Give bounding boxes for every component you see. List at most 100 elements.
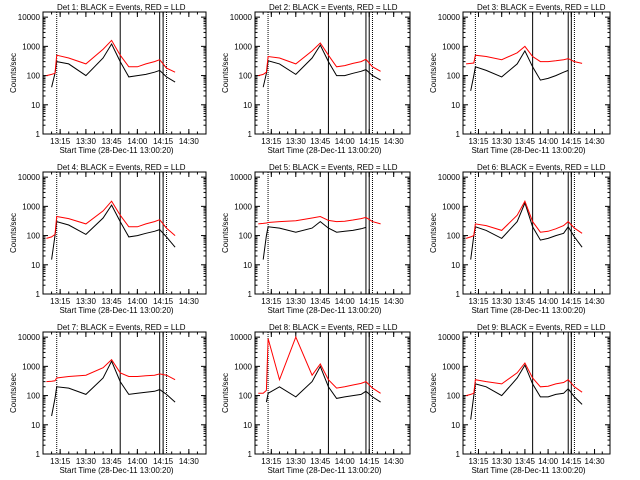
x-tick-label: 14:15	[359, 137, 380, 146]
series-line-lld	[46, 200, 176, 239]
x-tick-label: 14:00	[538, 457, 559, 466]
x-axis-label: Start Time (28-Dec-11 13:00:20)	[471, 146, 585, 155]
x-tick-label: 14:15	[359, 297, 380, 306]
x-tick-label: 13:30	[76, 457, 97, 466]
x-tick-label: 13:30	[492, 457, 513, 466]
x-tick-label: 13:15	[468, 297, 489, 306]
y-tick-label: 10000	[18, 333, 41, 342]
series-line-events	[51, 42, 176, 88]
panel-det-4: Det 4: BLACK = Events, RED = LLD Counts/s…	[9, 163, 207, 315]
y-axis-label: Counts/sec	[221, 53, 230, 93]
y-axis-label: Counts/sec	[221, 213, 230, 253]
series-line-lld	[465, 362, 583, 397]
y-tick-label: 1	[248, 130, 253, 139]
y-tick-label: 10	[451, 421, 460, 430]
y-tick-label: 1000	[22, 362, 40, 371]
plot-title: Det 5: BLACK = Events, RED = LLD	[269, 163, 398, 172]
x-tick-label: 13:45	[102, 297, 123, 306]
y-tick-label: 100	[239, 392, 253, 401]
x-tick-label: 14:00	[127, 457, 148, 466]
y-tick-label: 100	[27, 392, 41, 401]
x-tick-label: 13:45	[310, 297, 331, 306]
x-axis-label: Start Time (28-Dec-11 13:00:20)	[471, 466, 585, 475]
x-tick-label: 13:45	[102, 137, 123, 146]
x-tick-label: 14:30	[384, 457, 405, 466]
x-tick-label: 13:15	[50, 457, 71, 466]
y-tick-label: 10000	[230, 173, 253, 182]
series-line-events	[262, 44, 381, 88]
x-tick-label: 14:15	[153, 297, 174, 306]
y-tick-label: 1000	[22, 42, 40, 51]
x-tick-label: 13:15	[468, 137, 489, 146]
y-tick-label: 100	[447, 232, 461, 241]
panel-det-3: Det 3: BLACK = Events, RED = LLD Counts/s…	[429, 3, 611, 155]
x-axis-label: Start Time (28-Dec-11 13:00:20)	[267, 466, 381, 475]
y-axis-label: Counts/sec	[221, 373, 230, 413]
series-line-lld	[466, 45, 583, 65]
x-tick-label: 14:15	[153, 137, 174, 146]
plot-title: Det 9: BLACK = Events, RED = LLD	[477, 323, 606, 332]
x-tick-label: 13:30	[76, 137, 97, 146]
y-tick-label: 10000	[18, 13, 41, 22]
x-tick-label: 14:00	[538, 297, 559, 306]
series-line-events	[51, 360, 176, 417]
x-axis-label: Start Time (28-Dec-11 13:00:20)	[59, 146, 173, 155]
x-tick-label: 14:30	[179, 297, 200, 306]
plot-title: Det 4: BLACK = Events, RED = LLD	[57, 163, 186, 172]
y-tick-label: 100	[27, 232, 41, 241]
plot-frame	[42, 171, 207, 295]
plot-frame	[42, 11, 207, 135]
series-line-events	[470, 49, 569, 91]
y-tick-label: 1	[456, 450, 461, 459]
x-axis-label: Start Time (28-Dec-11 13:00:20)	[471, 306, 585, 315]
x-tick-label: 14:30	[384, 297, 405, 306]
plot-frame	[42, 331, 207, 455]
y-axis-label: Counts/sec	[9, 373, 18, 413]
panel-det-1: Det 1: BLACK = Events, RED = LLD Counts/s…	[9, 3, 207, 155]
x-tick-label: 14:30	[585, 297, 606, 306]
x-tick-label: 13:30	[286, 137, 307, 146]
y-tick-label: 1	[456, 290, 461, 299]
y-tick-label: 10	[451, 101, 460, 110]
x-tick-label: 14:00	[335, 457, 356, 466]
plot-title: Det 2: BLACK = Events, RED = LLD	[269, 3, 398, 12]
x-tick-label: 14:15	[561, 297, 582, 306]
panel-det-6: Det 6: BLACK = Events, RED = LLD Counts/s…	[429, 163, 611, 315]
x-tick-label: 13:15	[261, 137, 282, 146]
plot-title: Det 1: BLACK = Events, RED = LLD	[57, 3, 186, 12]
y-axis-label: Counts/sec	[9, 53, 18, 93]
series-line-lld	[258, 42, 381, 77]
x-tick-label: 14:00	[335, 137, 356, 146]
series-line-events	[470, 201, 583, 260]
plot-frame	[462, 171, 611, 295]
plot-frame	[462, 331, 611, 455]
x-tick-label: 13:45	[515, 457, 536, 466]
y-tick-label: 10000	[18, 173, 41, 182]
x-tick-label: 14:15	[153, 457, 174, 466]
x-tick-label: 14:00	[127, 137, 148, 146]
x-axis-label: Start Time (28-Dec-11 13:00:20)	[267, 306, 381, 315]
y-tick-label: 1000	[442, 202, 460, 211]
series-line-events	[470, 363, 583, 420]
y-tick-label: 1000	[234, 42, 252, 51]
panel-det-2: Det 2: BLACK = Events, RED = LLD Counts/s…	[221, 3, 411, 155]
x-tick-label: 14:00	[335, 297, 356, 306]
series-line-lld	[258, 335, 381, 394]
series-line-lld	[46, 39, 176, 77]
y-axis-label: Counts/sec	[429, 213, 438, 253]
y-tick-label: 10	[31, 261, 40, 270]
x-tick-label: 13:15	[50, 297, 71, 306]
plot-title: Det 8: BLACK = Events, RED = LLD	[269, 323, 398, 332]
plot-title: Det 7: BLACK = Events, RED = LLD	[57, 323, 186, 332]
x-tick-label: 13:15	[468, 457, 489, 466]
x-tick-label: 14:00	[127, 297, 148, 306]
panel-det-9: Det 9: BLACK = Events, RED = LLD Counts/s…	[429, 323, 611, 475]
plot-title: Det 3: BLACK = Events, RED = LLD	[477, 3, 606, 12]
series-line-events	[262, 220, 367, 260]
plot-frame	[254, 171, 411, 295]
x-tick-label: 13:45	[515, 297, 536, 306]
x-tick-label: 14:30	[179, 457, 200, 466]
x-tick-label: 14:15	[561, 137, 582, 146]
y-tick-label: 10000	[438, 173, 461, 182]
